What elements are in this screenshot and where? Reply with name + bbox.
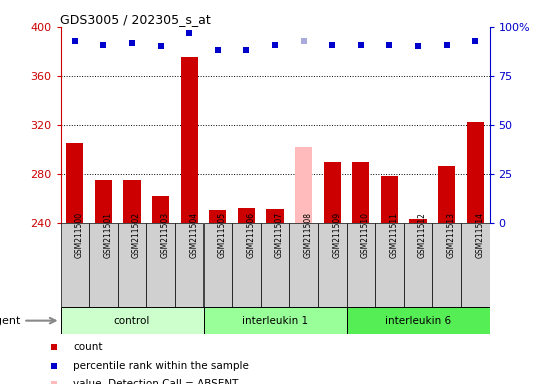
Bar xyxy=(318,223,346,307)
Bar xyxy=(404,223,432,307)
Text: GSM211504: GSM211504 xyxy=(189,212,198,258)
Text: percentile rank within the sample: percentile rank within the sample xyxy=(73,361,249,371)
Text: GSM211507: GSM211507 xyxy=(275,212,284,258)
Bar xyxy=(466,122,484,223)
Bar xyxy=(180,58,198,223)
Text: interleukin 6: interleukin 6 xyxy=(385,316,451,326)
Bar xyxy=(175,223,204,307)
Text: GSM211511: GSM211511 xyxy=(389,212,398,258)
Bar xyxy=(95,180,112,223)
Bar xyxy=(432,223,461,307)
Bar xyxy=(323,162,341,223)
Bar xyxy=(146,223,175,307)
Bar xyxy=(118,223,146,307)
Bar xyxy=(232,223,261,307)
Bar xyxy=(261,223,289,307)
Bar xyxy=(66,143,84,223)
Text: GSM211514: GSM211514 xyxy=(475,212,484,258)
Text: value, Detection Call = ABSENT: value, Detection Call = ABSENT xyxy=(73,379,238,384)
Text: GSM211505: GSM211505 xyxy=(218,212,227,258)
Text: GSM211509: GSM211509 xyxy=(332,212,341,258)
Text: GSM211503: GSM211503 xyxy=(161,212,169,258)
Bar xyxy=(438,166,455,223)
Bar xyxy=(60,223,89,307)
Bar xyxy=(152,196,169,223)
Bar xyxy=(409,219,427,223)
Bar xyxy=(375,223,404,307)
Bar xyxy=(295,147,312,223)
Text: GSM211506: GSM211506 xyxy=(246,212,255,258)
Bar xyxy=(89,223,118,307)
Text: control: control xyxy=(114,316,150,326)
Text: GSM211508: GSM211508 xyxy=(304,212,312,258)
Bar xyxy=(204,223,232,307)
Bar xyxy=(461,223,490,307)
Text: GSM211512: GSM211512 xyxy=(418,212,427,258)
Bar xyxy=(60,307,204,334)
Text: GDS3005 / 202305_s_at: GDS3005 / 202305_s_at xyxy=(60,13,211,26)
Bar xyxy=(381,176,398,223)
Bar xyxy=(346,307,490,334)
Bar xyxy=(266,209,284,223)
Text: GSM211500: GSM211500 xyxy=(75,212,84,258)
Text: GSM211502: GSM211502 xyxy=(132,212,141,258)
Text: agent: agent xyxy=(0,316,20,326)
Text: count: count xyxy=(73,342,102,352)
Text: interleukin 1: interleukin 1 xyxy=(242,316,308,326)
Text: GSM211501: GSM211501 xyxy=(103,212,112,258)
Bar xyxy=(346,223,375,307)
Bar xyxy=(123,180,141,223)
Text: GSM211513: GSM211513 xyxy=(447,212,455,258)
Bar xyxy=(204,307,346,334)
Text: GSM211510: GSM211510 xyxy=(361,212,370,258)
Bar xyxy=(209,210,227,223)
Bar xyxy=(352,162,370,223)
Bar xyxy=(238,208,255,223)
Bar xyxy=(289,223,318,307)
